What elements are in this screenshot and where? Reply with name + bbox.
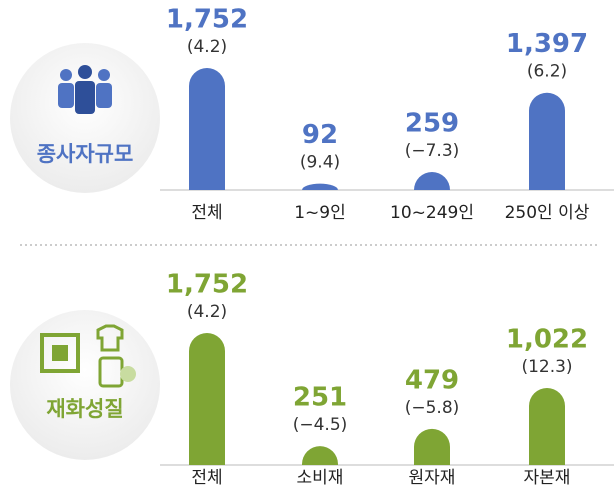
category-label: 10~249인 bbox=[390, 203, 474, 223]
value-label: 92 bbox=[302, 120, 338, 150]
bar bbox=[414, 428, 450, 465]
badge-circle bbox=[10, 43, 160, 193]
category-label: 원자재 bbox=[409, 468, 456, 488]
value-label: 251 bbox=[293, 383, 347, 413]
bar bbox=[189, 68, 225, 190]
badge-title: 종사자규모 bbox=[37, 142, 134, 166]
badge-circle bbox=[10, 310, 160, 460]
change-label: (9.4) bbox=[300, 153, 340, 173]
change-label: (4.2) bbox=[187, 302, 227, 322]
change-label: (−7.3) bbox=[405, 141, 460, 161]
change-label: (6.2) bbox=[527, 62, 567, 82]
bar bbox=[529, 92, 565, 190]
value-label: 259 bbox=[405, 108, 459, 138]
category-label: 전체 bbox=[191, 203, 222, 223]
category-label: 1~9인 bbox=[294, 203, 346, 223]
value-label: 1,022 bbox=[506, 325, 588, 355]
change-label: (−4.5) bbox=[293, 415, 348, 435]
bar bbox=[302, 446, 338, 465]
value-label: 1,752 bbox=[166, 5, 248, 35]
bar bbox=[302, 183, 338, 190]
change-label: (4.2) bbox=[187, 37, 227, 57]
badge-title: 재화성질 bbox=[46, 397, 123, 421]
change-label: (−5.8) bbox=[405, 398, 460, 418]
category-label: 자본재 bbox=[524, 468, 571, 488]
change-label: (12.3) bbox=[521, 357, 572, 377]
bar bbox=[189, 333, 225, 465]
goods-icon bbox=[40, 324, 136, 388]
bar bbox=[414, 171, 450, 190]
people-icon bbox=[58, 65, 112, 114]
category-label: 전체 bbox=[191, 468, 222, 488]
bar bbox=[529, 388, 565, 465]
value-label: 1,752 bbox=[166, 270, 248, 300]
category-label: 소비재 bbox=[297, 468, 344, 488]
value-label: 479 bbox=[405, 365, 459, 395]
category-label: 250인 이상 bbox=[505, 203, 590, 223]
value-label: 1,397 bbox=[506, 29, 588, 59]
